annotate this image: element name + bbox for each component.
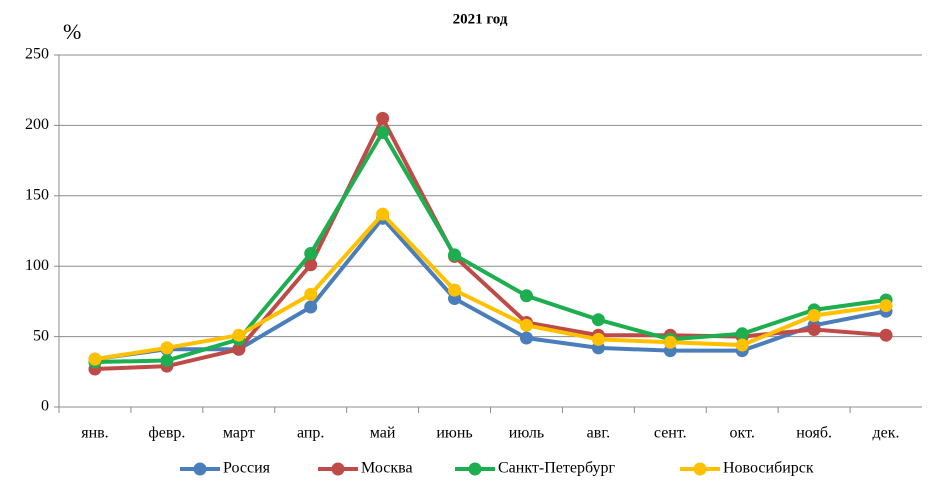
y-tick-label: 200 [25,116,49,133]
point [519,318,533,332]
x-tick-label: авг. [587,425,610,442]
x-tick-label: май [370,425,396,442]
x-tick-label: апр. [297,425,324,442]
y-tick-label: 50 [33,327,49,344]
y-tick-label: 0 [41,398,49,415]
y-axis-label: % [63,19,81,44]
x-tick-label: янв. [81,425,108,442]
point [304,258,318,272]
point [160,354,174,368]
y-tick-label: 150 [25,186,49,203]
point [519,331,533,345]
point [879,299,893,313]
point [232,342,246,356]
legend-label: Москва [361,460,413,477]
point [735,338,749,352]
point [376,207,390,221]
point [807,308,821,322]
point [304,300,318,314]
point [376,111,390,125]
series-line [94,128,887,364]
x-tick-label: окт. [730,425,755,442]
point [304,247,318,261]
legend-marker [693,462,707,476]
x-tick-label: сент. [654,425,687,442]
point [88,352,102,366]
point [376,125,390,139]
x-tick-label: нояб. [796,425,832,442]
series-line [94,215,887,362]
point [591,332,605,346]
point [807,323,821,337]
x-tick-label: дек. [873,425,900,442]
point [591,313,605,327]
y-tick-label: 250 [25,46,49,63]
point [735,327,749,341]
point [879,328,893,342]
legend-label: Санкт-Петербург [498,460,616,477]
point [448,283,462,297]
point [663,335,677,349]
point [304,287,318,301]
legend-marker [193,462,207,476]
legend-label: Россия [223,460,271,477]
legend-label: Новосибирск [723,460,814,477]
series-line [94,211,887,362]
series-line [94,113,887,371]
x-tick-label: июнь [436,425,472,442]
point [232,328,246,342]
legend-marker [331,462,345,476]
point [519,289,533,303]
x-tick-label: март [223,425,255,442]
x-tick-label: июль [509,425,544,442]
chart-title: 2021 год [453,11,508,27]
x-tick-label: февр. [148,425,185,442]
y-tick-label: 100 [25,257,49,274]
legend-marker [468,462,482,476]
point [448,248,462,262]
point [160,341,174,355]
